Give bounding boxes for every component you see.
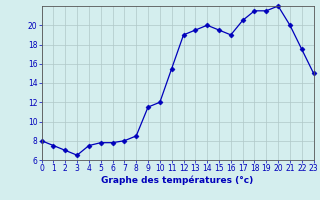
X-axis label: Graphe des températures (°c): Graphe des températures (°c) [101,176,254,185]
